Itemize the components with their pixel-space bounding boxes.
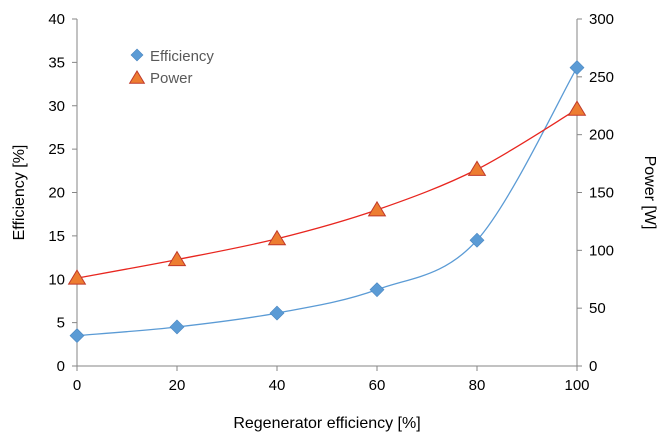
power-point: [567, 100, 587, 116]
series-line-power: [76, 108, 578, 279]
y-tick-label: 0: [57, 358, 65, 375]
y-tick-label: 20: [48, 185, 65, 202]
x-tick-label: 100: [564, 377, 589, 394]
efficiency-point: [369, 282, 385, 298]
y-tick-label: 10: [48, 271, 65, 288]
legend: Efficiency Power: [128, 48, 214, 87]
power-point: [467, 160, 487, 176]
y2-tick-label: 200: [589, 127, 614, 144]
axes: [72, 18, 582, 371]
y-tick-label: 40: [48, 11, 65, 28]
efficiency-point: [169, 319, 185, 335]
power-point: [167, 250, 187, 267]
legend-power-icon: [128, 70, 146, 84]
efficiency-point: [69, 328, 85, 344]
y-tick-label: 30: [48, 98, 65, 115]
power-point: [267, 229, 287, 246]
y-tick-label: 35: [48, 54, 65, 71]
x-tick-label: 0: [73, 377, 81, 394]
y2-axis-title: Power [W]: [641, 156, 658, 230]
trend-lines: [76, 67, 578, 337]
y-tick-label: 5: [57, 315, 65, 332]
y2-tick-label: 50: [589, 300, 606, 317]
efficiency-point: [569, 60, 585, 76]
series-line-efficiency: [76, 67, 578, 337]
legend-efficiency-icon: [130, 48, 144, 62]
power-point: [367, 200, 387, 217]
y-tick-label: 15: [48, 228, 65, 245]
legend-label: Efficiency: [150, 48, 214, 65]
x-tick-label: 40: [269, 377, 286, 394]
y2-tick-label: 300: [589, 11, 614, 28]
tick-labels: 0 20 40 60 80 1000510152025303540050100150200…: [48, 11, 614, 394]
power-point: [67, 269, 87, 285]
y2-tick-label: 250: [589, 69, 614, 86]
data-markers: [67, 60, 587, 344]
efficiency-point: [269, 305, 285, 321]
x-tick-label: 60: [369, 377, 386, 394]
x-tick-label: 20: [169, 377, 186, 394]
y2-tick-label: 150: [589, 185, 614, 202]
y-axis-title: Efficiency [%]: [11, 145, 28, 241]
efficiency-point: [469, 232, 485, 248]
y2-tick-label: 100: [589, 242, 614, 259]
y2-tick-label: 0: [589, 358, 597, 375]
y-tick-label: 25: [48, 141, 65, 158]
x-tick-label: 80: [469, 377, 486, 394]
legend-label: Power: [150, 70, 193, 87]
x-axis-title: Regenerator efficiency [%]: [233, 415, 420, 432]
